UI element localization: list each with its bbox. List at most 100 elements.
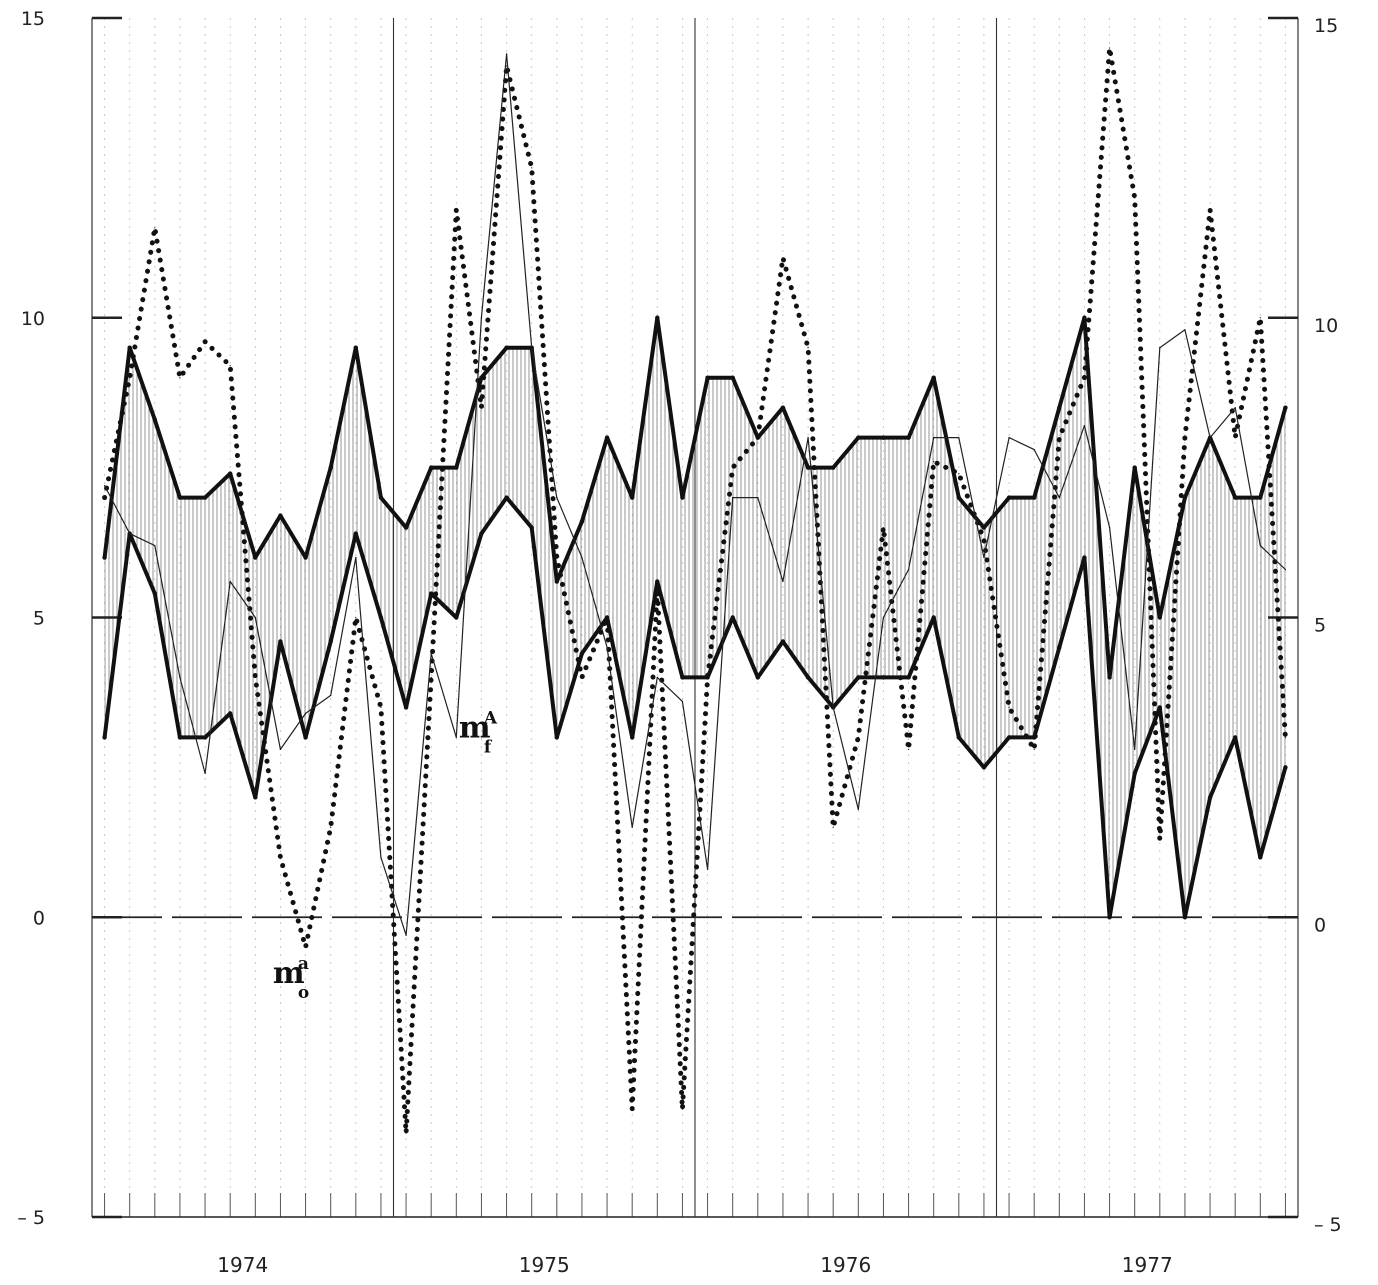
data-point-band-upper	[1057, 405, 1062, 410]
data-point-band-lower	[1258, 855, 1263, 860]
data-point-band-lower	[755, 675, 761, 680]
data-point-m_o^a	[304, 946, 307, 948]
data-point-m_o^a	[556, 556, 558, 559]
year-label: 1977	[1122, 1253, 1173, 1277]
data-point-band-lower	[378, 615, 384, 620]
data-point-band-lower	[454, 615, 459, 620]
data-point-band-lower	[328, 639, 333, 644]
data-point-m_f^A	[1108, 526, 1111, 529]
series-annotation-sub: o	[298, 983, 309, 1003]
data-point-m_f^A	[380, 856, 382, 858]
data-point-m_o^a	[480, 407, 483, 409]
data-point-band-lower	[253, 795, 258, 800]
data-point-m_o^a	[782, 257, 784, 259]
y-tick-label-right: 10	[1314, 315, 1338, 337]
data-point-band-upper	[881, 435, 886, 440]
series-annotation-sup: A	[483, 708, 498, 728]
data-point-m_o^a	[606, 616, 608, 619]
data-point-band-lower	[353, 531, 359, 536]
data-point-m_o^a	[807, 347, 809, 349]
data-point-band-lower	[931, 615, 936, 620]
data-point-band-lower	[1107, 915, 1112, 920]
data-point-m_o^a	[129, 377, 131, 379]
data-point-m_f^A	[304, 712, 307, 715]
data-point-band-upper	[504, 345, 509, 350]
data-point-band-lower	[102, 735, 107, 740]
data-point-band-lower	[1157, 705, 1163, 710]
data-point-band-upper	[428, 465, 434, 470]
data-point-m_o^a	[656, 586, 658, 589]
data-point-band-upper	[1082, 315, 1087, 320]
data-point-m_f^A	[631, 826, 633, 828]
data-point-m_f^A	[1134, 748, 1136, 750]
data-point-m_o^a	[1108, 47, 1111, 49]
y-tick-label-left: 5	[33, 608, 45, 630]
data-point-m_f^A	[103, 485, 106, 487]
data-point-m_f^A	[1209, 437, 1211, 439]
data-point-m_f^A	[129, 532, 131, 535]
data-point-m_o^a	[581, 676, 583, 679]
data-point-band-lower	[278, 639, 283, 644]
data-point-m_f^A	[1033, 449, 1035, 451]
data-point-band-lower	[479, 531, 484, 536]
data-point-m_o^a	[1033, 748, 1035, 750]
data-point-band-lower	[1057, 645, 1062, 650]
data-point-m_o^a	[505, 65, 508, 67]
data-point-band-lower	[655, 579, 660, 584]
data-point-m_o^a	[455, 209, 457, 211]
year-label: 1975	[519, 1253, 570, 1277]
data-point-band-upper	[856, 435, 861, 440]
data-point-band-upper	[931, 375, 936, 380]
data-point-band-upper	[1107, 675, 1112, 680]
y-tick-label-left: 15	[21, 8, 45, 30]
data-point-m_o^a	[1134, 197, 1136, 199]
data-point-m_o^a	[706, 676, 709, 679]
data-point-band-lower	[152, 591, 158, 596]
data-point-m_o^a	[907, 748, 910, 750]
data-point-band-upper	[1182, 495, 1188, 500]
data-point-m_f^A	[1184, 329, 1186, 331]
series-annotation-sub: f	[484, 737, 493, 757]
data-point-m_o^a	[1259, 317, 1261, 319]
data-point-m_f^A	[254, 616, 256, 619]
data-point-m_o^a	[154, 227, 156, 229]
data-point-m_f^A	[933, 437, 935, 439]
data-point-band-upper	[253, 555, 258, 560]
data-point-band-upper	[554, 579, 560, 584]
data-point-band-upper	[579, 519, 585, 524]
data-point-band-lower	[956, 735, 962, 740]
data-point-m_f^A	[983, 556, 985, 559]
data-point-m_o^a	[204, 341, 206, 343]
data-point-band-upper	[1006, 495, 1012, 500]
data-point-band-lower	[554, 735, 560, 740]
data-point-m_f^A	[606, 646, 608, 649]
data-point-band-upper	[227, 471, 233, 476]
data-point-m_f^A	[1058, 497, 1060, 499]
data-point-m_o^a	[405, 1132, 407, 1134]
data-point-band-upper	[956, 495, 962, 500]
data-point-band-lower	[303, 735, 308, 740]
data-point-band-upper	[102, 555, 107, 560]
data-point-m_f^A	[279, 748, 282, 750]
data-point-m_o^a	[832, 826, 834, 828]
data-point-band-lower	[1082, 555, 1087, 560]
data-point-band-lower	[202, 735, 208, 740]
data-point-band-upper	[730, 375, 735, 380]
data-point-m_f^A	[581, 556, 583, 559]
data-point-band-lower	[504, 495, 509, 500]
data-point-band-lower	[1207, 795, 1213, 800]
data-point-m_f^A	[757, 497, 759, 499]
data-point-band-upper	[1132, 465, 1137, 470]
data-point-band-upper	[278, 513, 283, 518]
data-point-m_o^a	[958, 473, 960, 475]
data-point-m_f^A	[1159, 347, 1161, 349]
data-point-band-lower	[227, 711, 233, 716]
data-point-m_o^a	[531, 167, 533, 169]
data-point-m_o^a	[1284, 736, 1287, 739]
data-point-m_f^A	[455, 736, 457, 739]
data-point-band-upper	[680, 495, 685, 500]
data-point-m_o^a	[1184, 437, 1186, 439]
data-point-band-upper	[830, 465, 836, 470]
